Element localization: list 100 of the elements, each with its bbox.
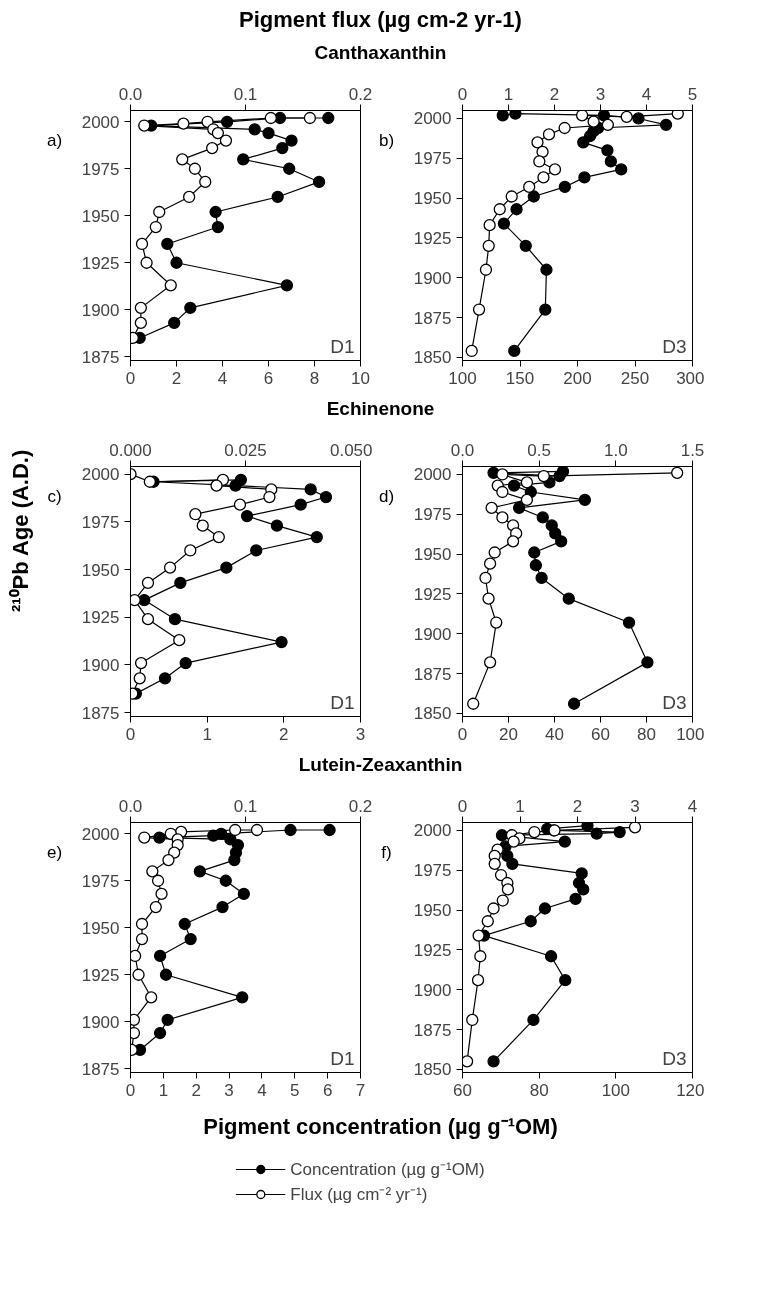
x2-tick-label: 1 [515,796,525,816]
x2-tick-label: 0.000 [109,440,152,460]
x2-tick-label: 1 [503,84,514,104]
y-tick-label: 2000 [413,821,452,841]
x-tick-label: 2 [279,724,289,744]
x-tick-label: 7 [355,1080,366,1100]
y-tick-label: 1925 [413,940,452,960]
x-tick-label: 1 [202,724,212,744]
x-tick-label: 5 [290,1080,300,1100]
y-tick-label: 1850 [413,1060,452,1080]
x-tick-label: 4 [257,1080,267,1100]
y-tick-label: 1850 [413,704,452,724]
y-tick-label: 1925 [413,584,452,604]
y-tick-label: 1950 [413,545,452,565]
annotation: D3 [662,691,687,713]
x-tick-label: 200 [563,368,592,388]
x-tick-label: 300 [676,368,705,388]
y-tick-label: 2000 [81,112,120,132]
text: b) [378,131,395,150]
x-tick-label: 4 [217,368,228,388]
y-tick-label: 1875 [413,1020,452,1040]
text: f) [381,843,392,862]
y-tick-label: 1950 [413,901,452,921]
y-tick-label: 1875 [81,703,120,723]
x2-tick-label: 2 [549,84,560,104]
y-tick-label: 1925 [81,965,120,985]
x2-tick-label: 0 [457,84,468,104]
x2-tick-label: 1.5 [680,440,705,460]
y-tick-label: 1950 [413,189,452,209]
y-tick-label: 2000 [413,465,452,485]
chart-title: Echinenone [326,398,435,419]
legend-label: Concentration (µg g⁻¹OM) [290,1159,485,1180]
y-tick-label: 1975 [81,512,120,532]
x2-tick-label: 0.050 [329,440,373,460]
x-tick-label: 2 [191,1080,201,1100]
x-tick-label: 120 [676,1080,705,1100]
y-tick-label: 1950 [81,206,120,226]
y-tick-label: 1900 [413,980,452,1000]
annotation: D3 [662,1047,687,1069]
x2-tick-label: 0 [457,796,468,816]
x2-axis-title: Pigment flux (µg cm-2 yr-1) [239,7,522,32]
x-tick-label: 150 [505,368,535,388]
x-tick-label: 3 [224,1080,234,1100]
x-tick-label: 8 [309,368,320,388]
x2-tick-label: 3 [595,84,606,104]
y-tick-label: 1875 [81,347,120,367]
x2-tick-label: 5 [687,84,698,104]
y-tick-label: 1950 [81,918,120,938]
annotation: D1 [330,335,355,357]
x2-tick-label: 0.0 [118,84,143,104]
x-tick-label: 100 [676,724,705,744]
y-tick-label: 1925 [81,253,120,273]
y-tick-label: 1875 [413,664,452,684]
y-tick-label: 1900 [81,1012,120,1032]
x-tick-label: 0 [125,724,136,744]
y-tick-label: 2000 [81,465,120,485]
x-tick-label: 20 [499,724,518,744]
x2-tick-label: 0.0 [450,440,475,460]
y-tick-label: 1975 [81,871,120,891]
x2-tick-label: 1.0 [604,440,628,460]
x-axis-title: Pigment concentration (µg g⁻¹OM) [203,1114,558,1139]
text: e) [46,843,63,862]
x2-tick-label: 3 [630,796,640,816]
text: d) [378,487,395,506]
x2-tick-label: 0.5 [527,440,551,460]
y-tick-label: 2000 [81,824,120,844]
chart-title: Canthaxanthin [314,42,447,63]
annotation: D3 [662,335,687,357]
y-tick-label: 1925 [413,228,452,248]
x-tick-label: 10 [351,368,370,388]
x2-tick-label: 0.1 [233,796,258,816]
x-tick-label: 2 [171,368,182,388]
x-tick-label: 100 [601,1080,631,1100]
x-tick-label: 6 [322,1080,333,1100]
x2-tick-label: 0.0 [118,796,143,816]
x-tick-label: 0 [125,1080,136,1100]
annotation: D1 [330,1047,355,1069]
x-tick-label: 6 [263,368,274,388]
y-tick-label: 1975 [413,505,452,525]
y-tick-label: 1925 [81,608,120,628]
x2-tick-label: 0.1 [233,84,258,104]
y-tick-label: 1900 [413,268,452,288]
x2-tick-label: 0.2 [348,796,373,816]
x-tick-label: 80 [529,1080,549,1100]
legend-label: Flux (µg cm⁻² yr⁻¹) [290,1184,428,1205]
x-tick-label: 40 [545,724,564,744]
x-tick-label: 250 [620,368,650,388]
x2-tick-label: 0.2 [348,84,373,104]
y-tick-label: 1850 [413,348,452,368]
y-tick-label: 1900 [81,655,120,675]
x-tick-label: 60 [453,1080,472,1100]
y-tick-label: 1875 [413,308,452,328]
y-tick-label: 1975 [413,149,452,169]
x2-tick-label: 4 [641,84,652,104]
y-tick-label: 2000 [413,109,452,129]
x-tick-label: 0 [125,368,136,388]
y-axis-title: ²¹⁰Pb Age (A.D.) [8,449,33,613]
text: a) [46,131,63,150]
y-tick-label: 1950 [81,560,120,580]
x2-tick-label: 0.025 [224,440,267,460]
